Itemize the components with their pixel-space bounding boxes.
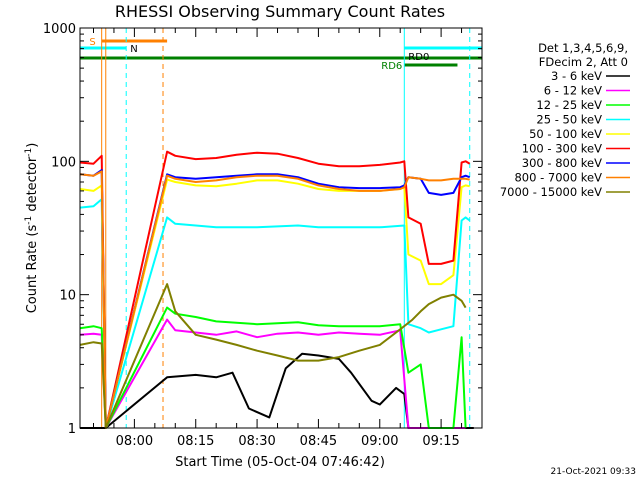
legend-label: 50 - 100 keV (529, 127, 602, 141)
mode-bar-label: S (89, 37, 95, 48)
y-tick-label: 100 (51, 155, 76, 170)
series-line (79, 318, 466, 429)
series-line (79, 198, 471, 429)
x-axis-ticks: 08:00 08:15 08:30 08:45 09:00 09:15 (92, 28, 483, 449)
x-tick-label: 09:00 (361, 434, 398, 449)
x-tick-label: 08:00 (116, 434, 153, 449)
timestamp: 21-Oct-2021 09:33 (551, 467, 636, 477)
mode-bar-label: RD6 (381, 61, 402, 72)
legend-label: 3 - 6 keV (551, 69, 602, 83)
mode-bar-label: N (130, 44, 137, 55)
y-tick-label: 1000 (43, 22, 76, 37)
y-tick-label: 10 (59, 289, 76, 304)
series-line (79, 169, 471, 429)
x-tick-label: 08:45 (300, 434, 337, 449)
series-lines (79, 150, 474, 429)
y-tick-label: 1 (68, 422, 76, 437)
x-tick-label: 08:30 (238, 434, 275, 449)
legend-label: 25 - 50 keV (536, 113, 602, 127)
annotation-bars: S N RD6 RD0 (80, 37, 482, 72)
legend-label: 7000 - 15000 keV (500, 185, 602, 199)
series-line (79, 283, 467, 429)
legend-label: 6 - 12 keV (544, 84, 602, 98)
legend: Det 1,3,4,5,6,9, FDecim 2, Att 0 3 - 6 k… (500, 41, 630, 199)
chart-title: RHESSI Observing Summary Count Rates (115, 2, 445, 21)
series-line (79, 178, 470, 429)
legend-label: 300 - 800 keV (522, 156, 602, 170)
series-line (80, 352, 474, 429)
legend-label: 12 - 25 keV (536, 98, 602, 112)
x-tick-label: 08:15 (177, 434, 214, 449)
series-line (79, 170, 470, 429)
x-tick-label: 09:15 (422, 434, 459, 449)
y-axis-ticks: 1 10 100 1000 (43, 22, 482, 437)
plot-frame (79, 27, 483, 429)
legend-header-line-1: Det 1,3,4,5,6,9, (538, 41, 628, 55)
series-line (79, 150, 471, 429)
y-axis-label: Count Rate (s-1 detector-1) (24, 143, 40, 314)
legend-label: 800 - 7000 keV (514, 171, 602, 185)
legend-header-line-2: FDecim 2, Att 0 (539, 55, 628, 69)
legend-label: 100 - 300 keV (522, 142, 602, 156)
x-axis-label: Start Time (05-Oct-04 07:46:42) (175, 455, 385, 470)
mode-bar-label: RD0 (408, 52, 429, 63)
